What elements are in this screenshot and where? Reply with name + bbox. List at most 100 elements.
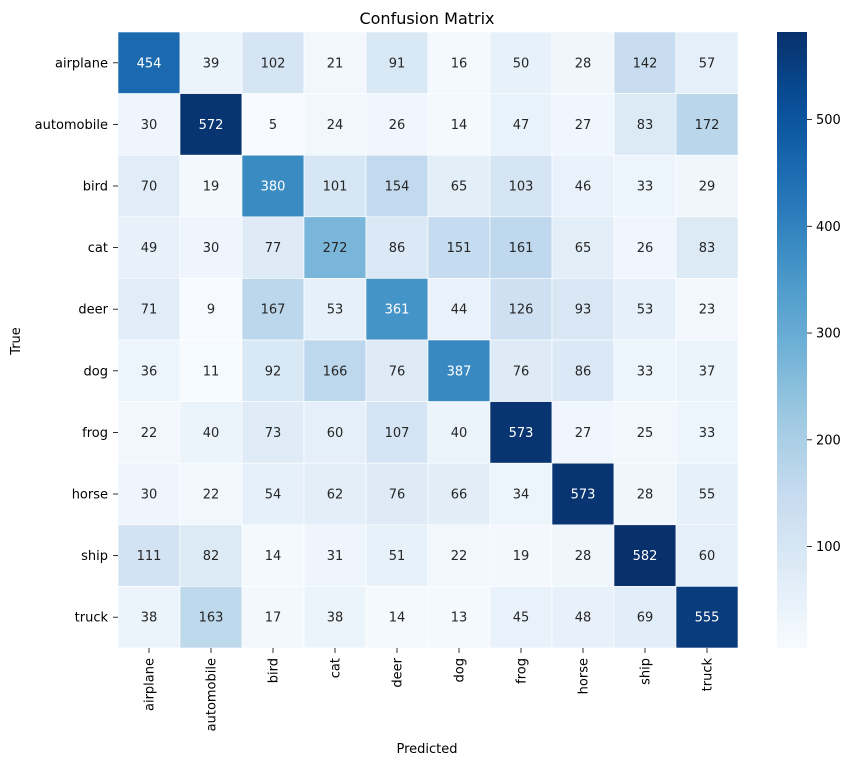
cell-value-label: 23 — [699, 303, 716, 318]
heatmap-cell — [613, 216, 677, 279]
cell-value-label: 166 — [323, 364, 348, 379]
heatmap-cell — [117, 586, 181, 649]
heatmap-cell — [179, 278, 243, 341]
cell-value-label: 73 — [265, 426, 282, 441]
y-tick-label: ship — [81, 549, 108, 564]
cell-value-label: 142 — [633, 56, 658, 71]
colorbar-tick-label: 400 — [816, 220, 841, 235]
heatmap-cell — [179, 401, 243, 464]
heatmap-cell — [489, 524, 553, 587]
heatmap-cell — [117, 154, 181, 218]
cell-value-label: 28 — [575, 549, 592, 564]
cell-value-label: 27 — [575, 426, 592, 441]
colorbar-tick-label: 100 — [816, 540, 841, 555]
cell-value-label: 49 — [141, 241, 158, 256]
heatmap-cell — [241, 462, 305, 526]
cell-value-label: 22 — [141, 426, 158, 441]
heatmap-cell — [117, 216, 181, 279]
heatmap-cell — [551, 401, 615, 464]
cell-value-label: 62 — [327, 488, 344, 503]
heatmap-cell — [551, 462, 615, 526]
heatmap-cells — [117, 31, 739, 649]
cell-value-label: 28 — [637, 488, 654, 503]
cell-value-label: 91 — [389, 56, 406, 71]
cell-value-label: 29 — [699, 180, 716, 195]
cell-value-label: 39 — [203, 56, 220, 71]
cell-value-label: 572 — [199, 118, 224, 133]
cell-value-label: 76 — [513, 364, 530, 379]
heatmap-cell — [303, 31, 367, 94]
cell-value-label: 33 — [699, 426, 716, 441]
heatmap-cell — [241, 31, 305, 94]
y-tick-label: automobile — [35, 118, 108, 133]
x-tick-label: horse — [577, 658, 592, 694]
heatmap-cell — [427, 586, 491, 649]
cell-value-label: 26 — [637, 241, 654, 256]
y-axis-label: True — [9, 327, 24, 356]
cell-value-label: 19 — [203, 180, 220, 195]
cell-value-label: 40 — [203, 426, 220, 441]
colorbar-tick-label: 300 — [816, 327, 841, 342]
heatmap-cell — [365, 93, 429, 156]
heatmap-cell — [179, 586, 243, 649]
heatmap-cell — [179, 93, 243, 156]
cell-value-label: 66 — [451, 488, 468, 503]
heatmap-cell — [427, 278, 491, 341]
cell-value-label: 86 — [575, 364, 592, 379]
cell-value-label: 82 — [203, 549, 220, 564]
x-axis-ticks: airplane automobile bird cat deer dog frog hors… — [143, 648, 716, 731]
cell-value-label: 14 — [451, 118, 468, 133]
cell-value-label: 47 — [513, 118, 530, 133]
heatmap-cell — [613, 154, 677, 218]
cell-value-label: 60 — [327, 426, 344, 441]
heatmap-cell — [489, 401, 553, 464]
cell-value-label: 44 — [451, 303, 468, 318]
heatmap-cell — [179, 462, 243, 526]
heatmap-cell — [117, 339, 181, 402]
heatmap-cell — [551, 278, 615, 341]
cell-value-label: 111 — [137, 549, 162, 564]
cell-value-label: 55 — [699, 488, 716, 503]
heatmap-cell — [551, 586, 615, 649]
cell-value-label: 555 — [695, 611, 720, 626]
heatmap-cell — [365, 586, 429, 649]
cell-value-label: 40 — [451, 426, 468, 441]
cell-value-label: 14 — [265, 549, 282, 564]
cell-value-label: 14 — [389, 611, 406, 626]
cell-value-label: 154 — [385, 180, 410, 195]
cell-value-label: 76 — [389, 488, 406, 503]
cell-value-label: 69 — [637, 611, 654, 626]
heatmap-cell — [675, 524, 739, 587]
heatmap-cell — [427, 31, 491, 94]
cell-value-label: 45 — [513, 611, 530, 626]
cell-value-label: 102 — [261, 56, 286, 71]
cell-value-label: 33 — [637, 180, 654, 195]
heatmap-cell — [551, 93, 615, 156]
x-tick-label: bird — [267, 658, 282, 683]
cell-value-label: 167 — [261, 303, 286, 318]
colorbar-tick-label: 200 — [816, 433, 841, 448]
cell-value-label: 38 — [327, 611, 344, 626]
cell-value-label: 51 — [389, 549, 406, 564]
cell-value-label: 26 — [389, 118, 406, 133]
heatmap-cell — [427, 524, 491, 587]
x-tick-label: airplane — [143, 658, 158, 711]
heatmap-cell — [675, 93, 739, 156]
cell-value-label: 83 — [699, 241, 716, 256]
cell-value-label: 60 — [699, 549, 716, 564]
cell-value-label: 65 — [575, 241, 592, 256]
heatmap-cell — [427, 401, 491, 464]
cell-value-label: 361 — [385, 303, 410, 318]
cell-value-label: 33 — [637, 364, 654, 379]
cell-value-label: 37 — [699, 364, 716, 379]
heatmap-cell — [303, 401, 367, 464]
heatmap-cell — [365, 216, 429, 279]
cell-value-label: 126 — [509, 303, 534, 318]
cell-value-label: 9 — [207, 303, 215, 318]
x-tick-label: frog — [515, 658, 530, 684]
cell-value-label: 387 — [447, 364, 472, 379]
x-tick-label: truck — [701, 658, 716, 692]
heatmap-cell — [117, 401, 181, 464]
cell-value-label: 172 — [695, 118, 720, 133]
heatmap-cell — [551, 524, 615, 587]
